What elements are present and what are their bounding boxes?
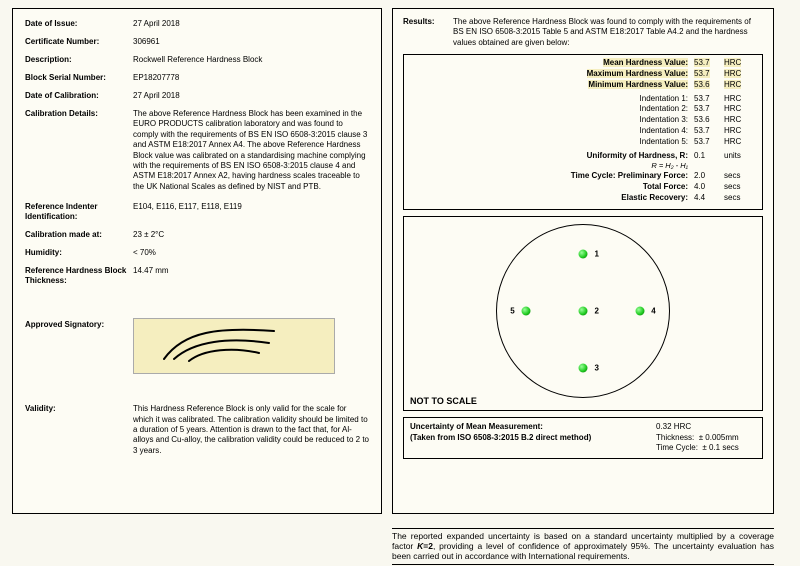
point-5: [522, 306, 531, 315]
ind3-label: Indentation 3:: [410, 115, 694, 126]
unif-formula: R = H₂ - H₁: [410, 161, 694, 171]
min-label: Minimum Hardness Value:: [588, 80, 688, 89]
indenter-label: Reference Indenter Identification:: [25, 202, 133, 222]
thickness-label: Reference Hardness Block Thickness:: [25, 266, 133, 286]
footer-text: The reported expanded uncertainty is bas…: [392, 528, 774, 565]
min-val: 53.6: [694, 80, 710, 89]
signatory-label: Approved Signatory:: [25, 320, 133, 374]
u-thick-label: Thickness:: [656, 433, 694, 442]
date-cal-label: Date of Calibration:: [25, 91, 133, 101]
max-unit: HRC: [724, 69, 741, 78]
serial-label: Block Serial Number:: [25, 73, 133, 83]
u-tc-label: Time Cycle:: [656, 443, 698, 452]
tc-er-val: 4.4: [694, 193, 724, 204]
point-2: [579, 306, 588, 315]
signature-icon: [134, 319, 334, 373]
taken-from: (Taken from ISO 6508-3:2015 B.2 direct m…: [410, 433, 591, 442]
max-val: 53.7: [694, 69, 710, 78]
ind3-val: 53.6: [694, 115, 724, 126]
results-label: Results:: [403, 17, 453, 48]
mean-unit: HRC: [724, 58, 741, 67]
point-4: [635, 306, 644, 315]
thickness: 14.47 mm: [133, 266, 369, 286]
cal-details-label: Calibration Details:: [25, 109, 133, 192]
tc-pf-val: 2.0: [694, 171, 724, 182]
hardness-values-box: Mean Hardness Value:53.7HRC Maximum Hard…: [403, 54, 763, 210]
ind5-label: Indentation 5:: [410, 137, 694, 148]
serial: EP18207778: [133, 73, 369, 83]
date-of-issue-label: Date of Issue:: [25, 19, 133, 29]
results-text: The above Reference Hardness Block was f…: [453, 17, 763, 48]
tc-pf-label: Time Cycle: Preliminary Force:: [571, 171, 688, 180]
indentation-diagram: 1 2 3 4 5 NOT TO SCALE: [403, 216, 763, 411]
date-cal: 27 April 2018: [133, 91, 369, 101]
u-mean-label: Uncertainty of Mean Measurement:: [410, 422, 543, 431]
ind4-val: 53.7: [694, 126, 724, 137]
point-3: [579, 363, 588, 372]
tc-tf-val: 4.0: [694, 182, 724, 193]
unif-val: 0.1: [694, 151, 724, 162]
cal-made: 23 ± 2°C: [133, 230, 369, 240]
indenter: E104, E116, E117, E118, E119: [133, 202, 369, 222]
u-mean-val: 0.32 HRC: [656, 422, 756, 433]
unif-label: Uniformity of Hardness, R:: [587, 151, 688, 160]
humidity: < 70%: [133, 248, 369, 258]
humidity-label: Humidity:: [25, 248, 133, 258]
mean-label: Mean Hardness Value:: [603, 58, 688, 67]
certificate-right-panel: Results: The above Reference Hardness Bl…: [392, 8, 774, 514]
ind2-val: 53.7: [694, 104, 724, 115]
point-1: [579, 250, 588, 259]
tc-tf-label: Total Force:: [643, 182, 688, 191]
ind1-val: 53.7: [694, 94, 724, 105]
description-label: Description:: [25, 55, 133, 65]
ind2-label: Indentation 2:: [410, 104, 694, 115]
mean-val: 53.7: [694, 58, 710, 67]
signature-box: [133, 318, 335, 374]
ind4-label: Indentation 4:: [410, 126, 694, 137]
max-label: Maximum Hardness Value:: [587, 69, 688, 78]
cert-no-label: Certificate Number:: [25, 37, 133, 47]
validity-label: Validity:: [25, 404, 133, 456]
ind5-val: 53.7: [694, 137, 724, 148]
description: Rockwell Reference Hardness Block: [133, 55, 369, 65]
date-of-issue: 27 April 2018: [133, 19, 369, 29]
cert-no: 306961: [133, 37, 369, 47]
block-circle: 1 2 3 4 5: [496, 224, 670, 398]
validity: This Hardness Reference Block is only va…: [133, 404, 369, 456]
not-to-scale: NOT TO SCALE: [410, 396, 477, 406]
certificate-left-panel: Date of Issue:27 April 2018 Certificate …: [12, 8, 382, 514]
uncertainty-box: Uncertainty of Mean Measurement: 0.32 HRC…: [403, 417, 763, 459]
ind1-label: Indentation 1:: [410, 94, 694, 105]
cal-details: The above Reference Hardness Block has b…: [133, 109, 369, 192]
u-thick-val: ± 0.005mm: [699, 433, 739, 442]
unif-unit: units: [724, 151, 756, 162]
u-tc-val: ± 0.1 secs: [702, 443, 738, 452]
min-unit: HRC: [724, 80, 741, 89]
tc-er-label: Elastic Recovery:: [621, 193, 688, 202]
cal-made-label: Calibration made at:: [25, 230, 133, 240]
